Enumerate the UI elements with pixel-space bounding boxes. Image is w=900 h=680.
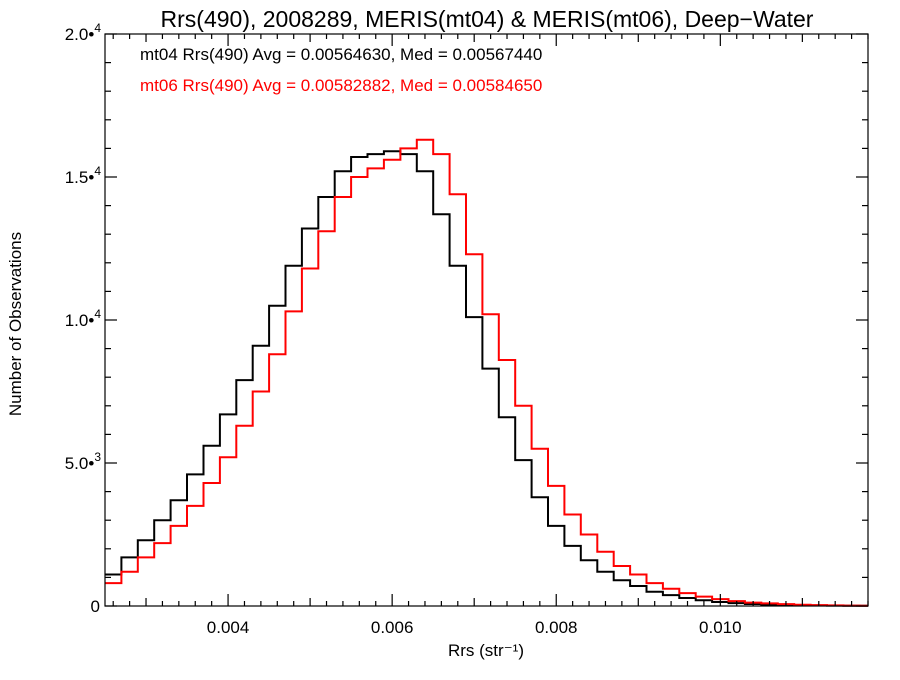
legend-mt06: mt06 Rrs(490) Avg = 0.00582882, Med = 0.…: [140, 76, 542, 95]
ticks-layer: 0.004 0.006 0.008 0.01005.0•31.0•41.5•42.0•…: [65, 21, 869, 637]
y-tick-exponent: 4: [94, 21, 101, 35]
x-tick-label: 0.008: [535, 618, 578, 637]
y-tick-exponent: 3: [94, 450, 101, 464]
series-mt06-line: [105, 138, 868, 607]
y-tick-mantissa: 1.5•: [65, 168, 95, 187]
y-tick-mantissa: 2.0•: [65, 25, 95, 44]
y-tick-mantissa: 5.0•: [65, 454, 95, 473]
x-tick-label: 0.006: [371, 618, 414, 637]
y-tick-label: 1.0•4: [65, 307, 102, 330]
y-tick-exponent: 4: [94, 164, 101, 178]
y-axis-label: Number of Observations: [6, 232, 25, 416]
x-axis-label: Rrs (str⁻¹): [448, 641, 524, 660]
y-tick-mantissa: 0: [91, 597, 100, 616]
y-tick-exponent: 4: [94, 307, 101, 321]
y-tick-label: 2.0•4: [65, 21, 102, 44]
chart-title: Rrs(490), 2008289, MERIS(mt04) & MERIS(m…: [161, 6, 814, 32]
y-tick-label: 5.0•3: [65, 450, 102, 473]
y-tick-label: 1.5•4: [65, 164, 102, 187]
plot-frame: [104, 33, 869, 607]
y-tick-label: 0: [91, 597, 100, 616]
series-mt04-line: [105, 150, 868, 607]
x-tick-label: 0.004: [207, 618, 250, 637]
y-tick-mantissa: 1.0•: [65, 311, 95, 330]
x-tick-label: 0.010: [699, 618, 742, 637]
legend-mt04: mt04 Rrs(490) Avg = 0.00564630, Med = 0.…: [140, 45, 542, 64]
series-layer: [105, 138, 868, 607]
